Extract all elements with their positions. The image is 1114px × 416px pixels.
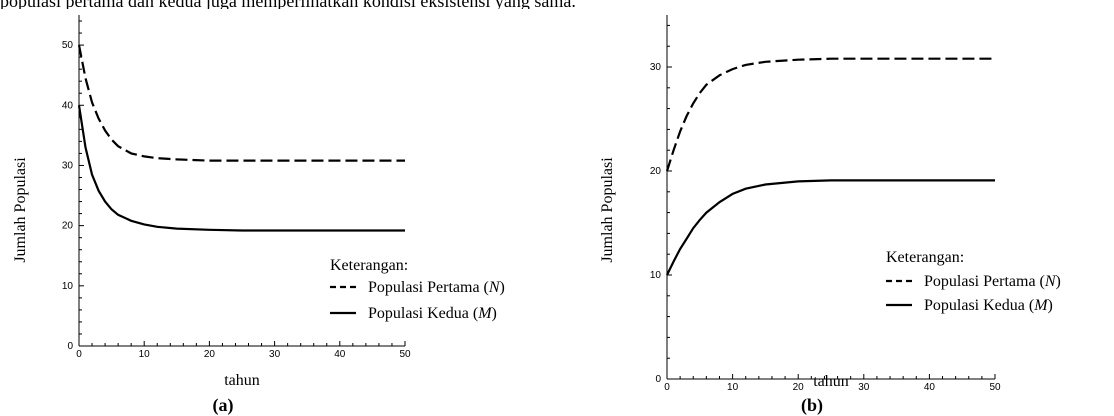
panel-label: (a) <box>213 395 234 416</box>
y-axis-label: Jumlah Populasi <box>12 157 29 263</box>
series-line-solid <box>77 105 405 232</box>
y-tick-label: 20 <box>62 221 74 232</box>
x-tick-label: 10 <box>727 382 739 393</box>
x-tick-label: 30 <box>858 382 870 393</box>
x-tick-label: 20 <box>204 349 216 360</box>
x-axis-label: tahun <box>813 373 849 390</box>
legend-entry: Populasi Pertama (N) <box>924 273 1061 290</box>
y-tick-label: 40 <box>62 100 74 111</box>
legend-title: Keterangan: <box>886 249 964 266</box>
x-tick-label: 0 <box>664 382 670 393</box>
x-axis-label: tahun <box>224 372 260 389</box>
x-tick-label: 40 <box>924 382 936 393</box>
panel-label: (b) <box>801 395 823 416</box>
y-tick-label: 0 <box>67 341 73 352</box>
y-axis-label: Jumlah Populasi <box>599 157 616 263</box>
y-tick-label: 50 <box>62 40 74 51</box>
chart-panel-a: 0 10 20 30 40 50 0 10 20 30 40 50 tahun Jumlah Popula… <box>12 15 505 416</box>
series-line-dashed <box>77 44 405 162</box>
x-tick-label: 50 <box>399 349 411 360</box>
y-tick-label: 0 <box>655 374 661 385</box>
legend-entry: Populasi Kedua (M) <box>368 305 497 322</box>
x-tick-label: 10 <box>139 349 151 360</box>
y-tick-label: 30 <box>650 62 662 73</box>
legend: Keterangan: Populasi Pertama (N) Populasi … <box>886 249 1061 314</box>
x-tick-label: 0 <box>76 349 82 360</box>
x-tick-label: 20 <box>793 382 805 393</box>
x-tick-label: 50 <box>989 382 1001 393</box>
y-tick-label: 10 <box>650 270 662 281</box>
y-tick-label: 10 <box>62 281 74 292</box>
legend-entry: Populasi Pertama (N) <box>368 279 505 296</box>
x-tick-label: 30 <box>269 349 281 360</box>
legend-title: Keterangan: <box>330 257 408 274</box>
x-tick-label: 40 <box>334 349 346 360</box>
legend-entry: Populasi Kedua (M) <box>924 297 1053 314</box>
y-tick-label: 20 <box>650 166 662 177</box>
top-text-fragment: populasi pertama dan kedua juga memperli… <box>0 0 1114 9</box>
series-line-dashed <box>665 57 995 172</box>
chart-panel-b: 0 10 20 30 0 10 20 30 40 50 tahun Jumlah Populasi (b… <box>599 15 1061 416</box>
legend: Keterangan: Populasi Pertama (N) Populasi … <box>330 257 505 322</box>
y-tick-label: 30 <box>62 160 74 171</box>
series-line-solid <box>666 179 995 276</box>
